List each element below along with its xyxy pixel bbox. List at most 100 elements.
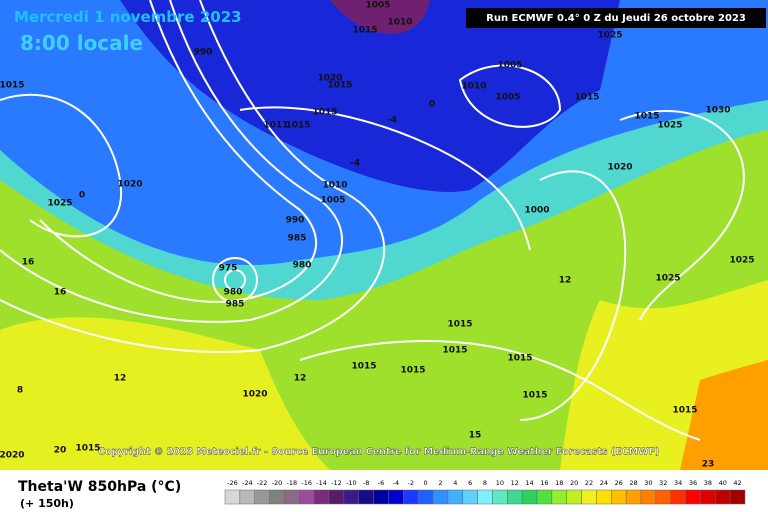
legend-swatch [536, 489, 553, 505]
run-info: Run ECMWF 0.4° 0 Z du Jeudi 26 octobre 2… [486, 13, 746, 24]
map-label: 1025 [657, 121, 682, 131]
legend-tick: -16 [301, 479, 312, 487]
map-label: 990 [286, 216, 305, 226]
legend-tick: -26 [227, 479, 238, 487]
legend-tick: -10 [346, 479, 357, 487]
legend-tick: -20 [272, 479, 283, 487]
legend-tick: 0 [424, 479, 428, 487]
map-label: 15 [469, 431, 482, 441]
map-label: 1020 [117, 180, 142, 190]
map-label: 1010 [387, 18, 412, 28]
legend-swatch [492, 489, 508, 505]
map-label: 1015 [352, 26, 377, 36]
map-label: 1025 [597, 31, 622, 41]
legend-tick: 34 [674, 479, 682, 487]
legend-swatch [700, 489, 716, 505]
legend-tick: 8 [483, 479, 487, 487]
legend-tick: 16 [540, 479, 548, 487]
legend-tick: 38 [704, 479, 712, 487]
map-label: 1015 [442, 346, 467, 356]
map-label: 1015 [351, 362, 376, 372]
legend-tick: -24 [242, 479, 253, 487]
legend-tick: 42 [733, 479, 741, 487]
map-label: 0 [79, 191, 85, 201]
run-box [466, 8, 766, 28]
map-label: 23 [702, 460, 715, 470]
legend-swatch [417, 489, 434, 505]
legend-subtitle: (+ 150h) [20, 497, 74, 510]
map-label: 1015 [672, 406, 697, 416]
legend-swatch [521, 489, 538, 505]
legend-tick: 12 [511, 479, 519, 487]
legend-tick: -18 [287, 479, 298, 487]
legend-tick: -14 [316, 479, 327, 487]
legend-tick: -6 [378, 479, 384, 487]
map-label: 1025 [655, 274, 680, 284]
legend-tick: 6 [468, 479, 472, 487]
map-label: 1015 [522, 391, 547, 401]
map-label: 1005 [320, 196, 345, 206]
isobar [519, 170, 627, 421]
legend-swatch [670, 489, 686, 505]
isobar [299, 340, 701, 441]
map-label: 1015 [634, 112, 659, 122]
copyright: Copyright © 2023 Meteociel.fr - Source E… [98, 447, 659, 458]
map-label: 1015 [507, 354, 532, 364]
map-label: 2020 [0, 451, 25, 461]
map-label: 1015 [447, 320, 472, 330]
isobar [0, 0, 343, 323]
legend-swatch [328, 489, 345, 505]
map-label: 1020 [607, 163, 632, 173]
map-label: 1010 [322, 181, 347, 191]
map-label: -4 [350, 159, 360, 169]
map-label: 1005 [365, 1, 390, 11]
legend-swatch [447, 489, 463, 505]
legend-tick: 24 [600, 479, 608, 487]
legend-tick: 4 [453, 479, 457, 487]
legend-swatch [625, 489, 642, 505]
map-label: 16 [54, 288, 67, 298]
map-label: 985 [226, 300, 245, 310]
date: Mercredi 1 novembre 2023 [14, 8, 242, 26]
legend-swatch [224, 489, 241, 505]
time: 8:00 locale [20, 31, 143, 55]
legend-swatch [358, 489, 374, 505]
map-label: 1025 [729, 256, 754, 266]
legend-swatch [729, 489, 746, 505]
legend-swatch [566, 489, 582, 505]
isobar [239, 106, 531, 251]
hot-region [680, 360, 768, 470]
legend-tick: 36 [689, 479, 697, 487]
legend-tick: -22 [257, 479, 268, 487]
legend-tick: 32 [659, 479, 667, 487]
legend-tick: 22 [585, 479, 593, 487]
map-label: 980 [224, 288, 243, 298]
isobar [39, 0, 318, 303]
isobar [212, 257, 258, 303]
map-label: 1015 [574, 93, 599, 103]
legend-tick: -12 [331, 479, 342, 487]
legend-tick: 14 [525, 479, 533, 487]
map-label: 980 [293, 261, 312, 271]
legend-tick: 2 [438, 479, 442, 487]
legend-swatch [254, 489, 270, 505]
legend-swatch [343, 489, 359, 505]
legend-swatch [388, 489, 404, 505]
legend-swatch [239, 489, 255, 505]
map-label: 1015 [285, 121, 310, 131]
legend-tick: 26 [615, 479, 623, 487]
legend-swatch [685, 489, 701, 505]
legend-swatch [432, 489, 449, 505]
legend-tick: 40 [719, 479, 727, 487]
map-label: 1025 [47, 199, 72, 209]
legend-tick: 28 [629, 479, 637, 487]
map-label: 1010 [461, 82, 486, 92]
legend-swatch [581, 489, 597, 505]
legend-tick: -8 [363, 479, 369, 487]
map-label: 1015 [0, 81, 25, 91]
legend-swatch [284, 489, 300, 505]
map-label: 1000 [524, 206, 549, 216]
isobar [619, 110, 745, 321]
legend-swatch [373, 489, 389, 505]
legend-swatch [477, 489, 493, 505]
